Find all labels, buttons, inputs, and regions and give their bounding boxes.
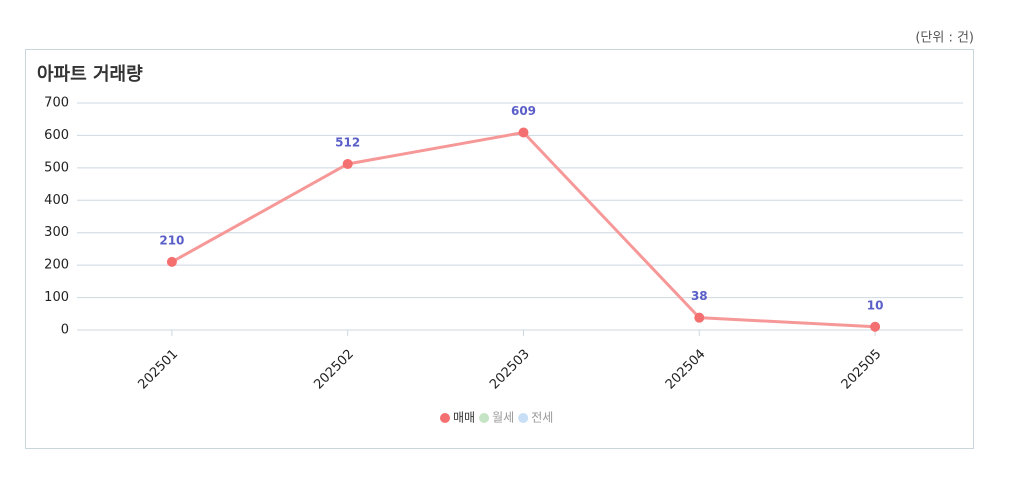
y-tick-label: 300 bbox=[44, 225, 69, 240]
point bbox=[166, 256, 177, 267]
point bbox=[342, 158, 353, 169]
legend-label[interactable]: 매매 bbox=[453, 411, 475, 425]
point bbox=[518, 127, 529, 138]
point bbox=[870, 321, 881, 332]
chart-title: 아파트 거래량 bbox=[37, 64, 143, 85]
data-label: 10 bbox=[867, 298, 884, 312]
y-tick-label: 500 bbox=[44, 160, 69, 175]
chart-box bbox=[25, 49, 974, 449]
y-tick-label: 0 bbox=[61, 323, 69, 338]
data-label: 210 bbox=[159, 233, 184, 247]
y-tick-label: 600 bbox=[44, 128, 69, 143]
point bbox=[694, 312, 705, 323]
y-tick-label: 100 bbox=[44, 290, 69, 305]
legend-swatch[interactable] bbox=[479, 413, 490, 423]
y-tick-label: 400 bbox=[44, 193, 69, 208]
legend-label[interactable]: 전세 bbox=[531, 411, 553, 425]
data-label: 512 bbox=[335, 135, 360, 149]
legend-swatch[interactable] bbox=[440, 413, 450, 423]
data-label: 38 bbox=[691, 289, 708, 303]
data-label: 609 bbox=[511, 104, 536, 118]
y-tick-label: 200 bbox=[44, 258, 69, 273]
legend-swatch[interactable] bbox=[518, 413, 529, 423]
y-tick-label: 700 bbox=[44, 96, 69, 111]
unit-note: (단위 : 건) bbox=[915, 31, 974, 46]
legend-label[interactable]: 월세 bbox=[492, 411, 514, 425]
